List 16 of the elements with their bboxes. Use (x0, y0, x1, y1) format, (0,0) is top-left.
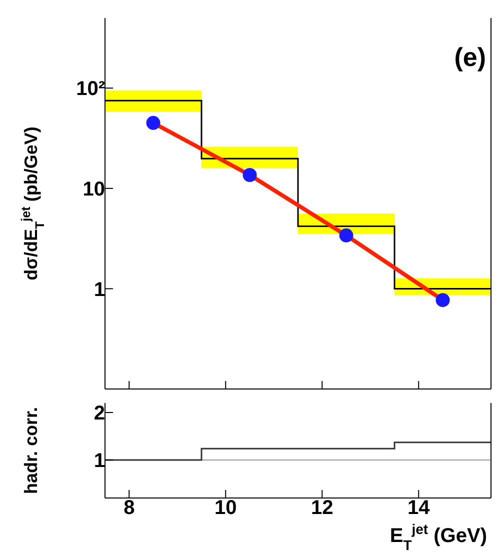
x-tick-label: 14 (408, 497, 431, 520)
y-tick-label: 10² (76, 78, 106, 100)
point (339, 228, 354, 242)
y-axis-title: hadr. corr. (21, 406, 41, 494)
x-axis-title: E$_{T}$$^{jet}$ (GeV) (390, 521, 487, 553)
point (146, 116, 160, 130)
y-tick-label: 1 (94, 450, 105, 472)
y-tick-label: 10 (82, 178, 105, 201)
x-tick-label: 12 (311, 497, 334, 520)
annotation: (e) (454, 42, 486, 72)
y-tick-label: 1 (94, 278, 105, 301)
y-tick-label: 2 (94, 402, 105, 425)
x-tick-label: 10 (214, 497, 237, 520)
x-tick-label: 8 (124, 497, 135, 520)
point (242, 168, 257, 182)
point (436, 293, 450, 308)
